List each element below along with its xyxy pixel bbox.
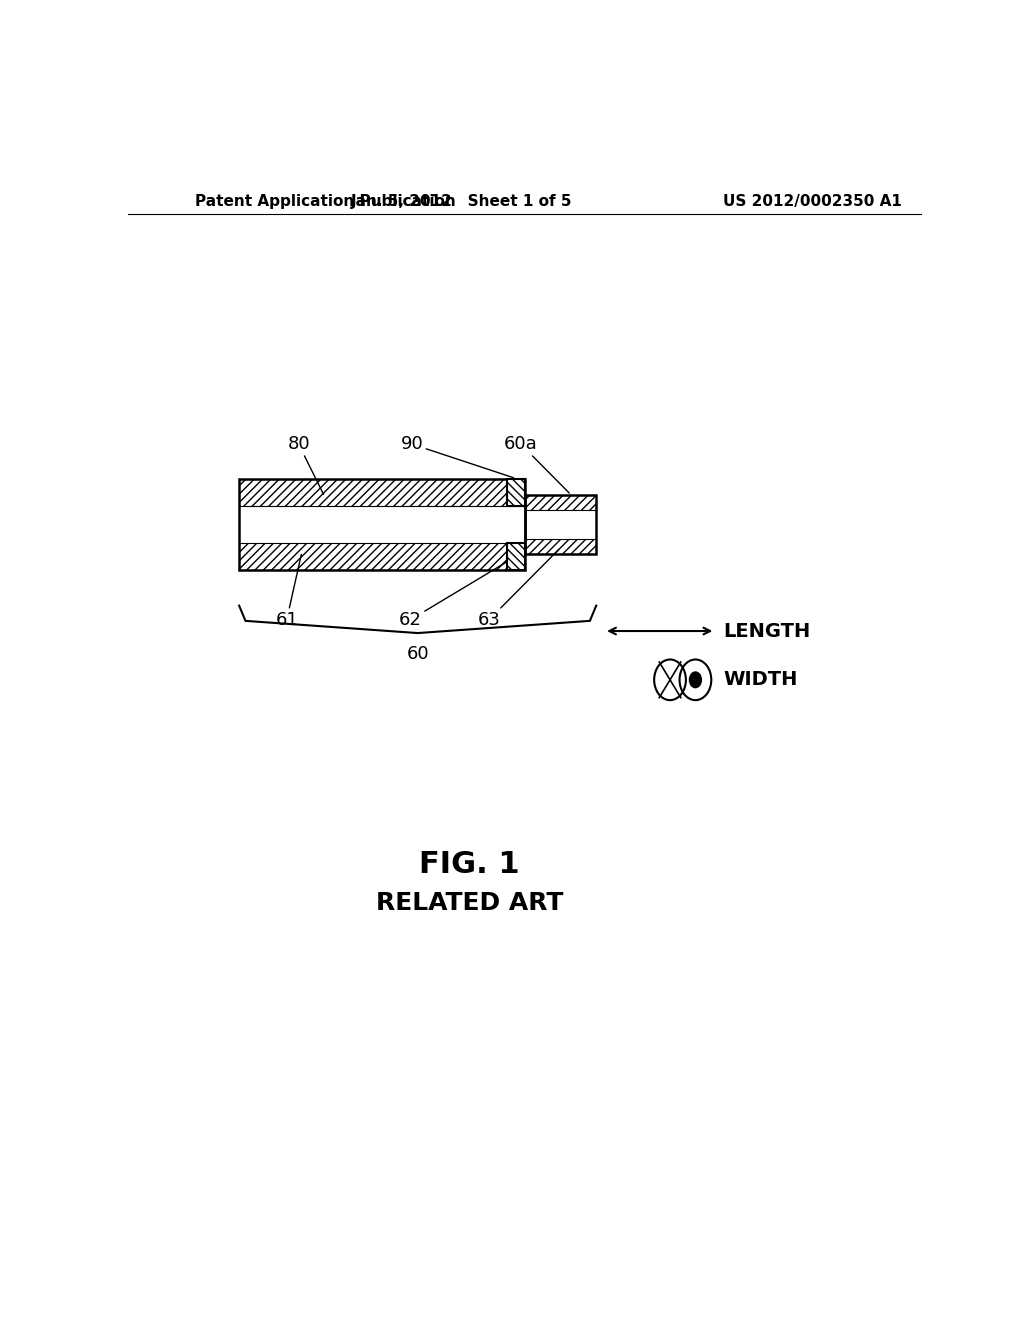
Text: 62: 62 [399,558,514,628]
Bar [507,479,525,506]
Bar [507,543,525,570]
Bar [524,495,596,553]
Bar [240,479,524,570]
Bar [240,479,524,570]
Text: 60a: 60a [504,436,569,494]
Text: US 2012/0002350 A1: US 2012/0002350 A1 [723,194,902,209]
Text: LENGTH: LENGTH [723,622,810,640]
Text: 60: 60 [407,645,429,663]
Circle shape [689,672,702,688]
Text: 90: 90 [400,436,513,478]
Text: 80: 80 [288,436,324,495]
Text: 63: 63 [477,549,558,628]
Bar [524,510,596,539]
Bar [524,495,596,553]
Text: FIG. 1: FIG. 1 [419,850,519,879]
Bar [240,506,524,543]
Text: Jan. 5, 2012   Sheet 1 of 5: Jan. 5, 2012 Sheet 1 of 5 [350,194,572,209]
Bar [507,543,525,570]
Bar [507,479,525,506]
Text: WIDTH: WIDTH [723,671,798,689]
Text: 61: 61 [275,554,301,628]
Text: Patent Application Publication: Patent Application Publication [196,194,457,209]
Text: RELATED ART: RELATED ART [376,891,563,916]
